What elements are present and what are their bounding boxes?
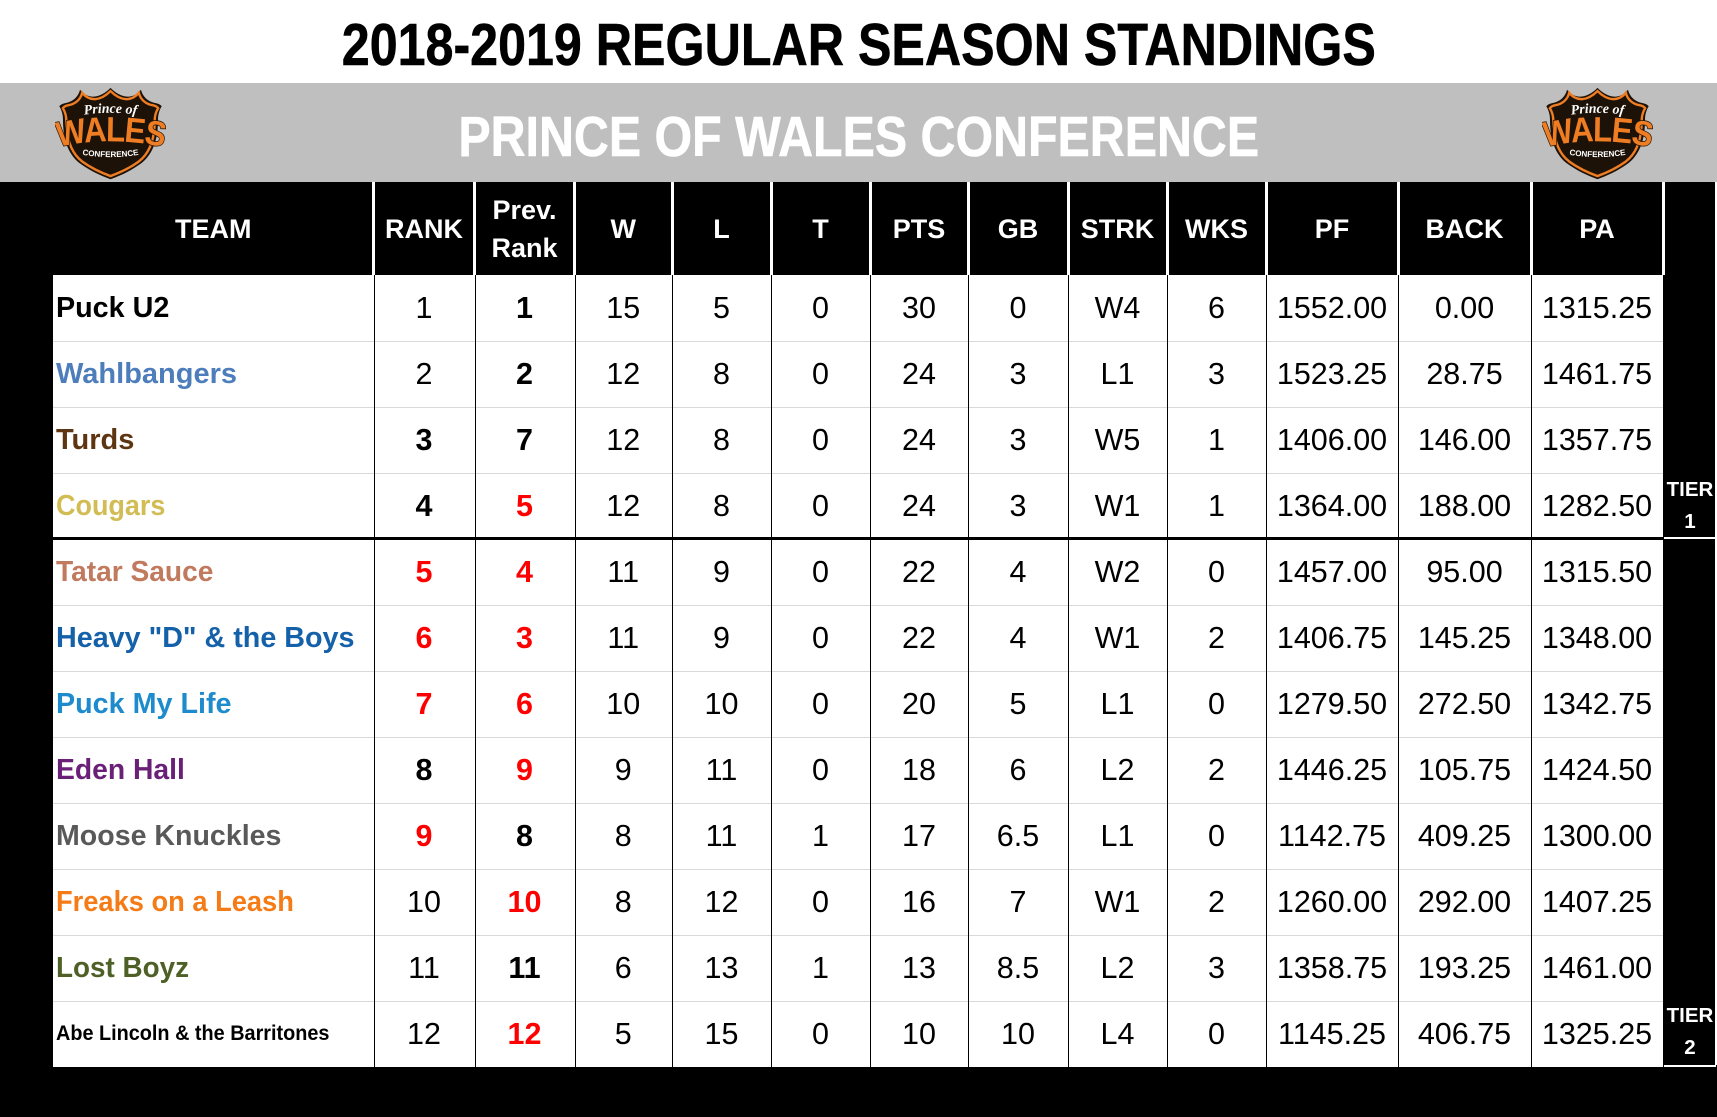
svg-text:WALES: WALES bbox=[1542, 110, 1653, 155]
svg-text:WALES: WALES bbox=[55, 110, 166, 155]
svg-text:Prince of: Prince of bbox=[83, 101, 140, 118]
svg-text:CONFERENCE: CONFERENCE bbox=[1569, 148, 1627, 159]
svg-text:CONFERENCE: CONFERENCE bbox=[82, 148, 140, 159]
svg-text:Prince of: Prince of bbox=[1570, 101, 1627, 118]
